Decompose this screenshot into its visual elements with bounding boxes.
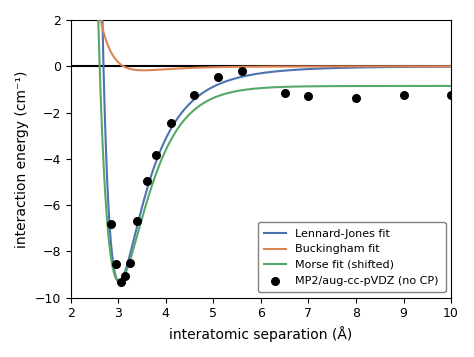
MP2/aug-cc-pVDZ (no CP) bbox=[153, 152, 160, 158]
Lennard-Jones fit bbox=[438, 65, 444, 69]
Buckingham fit bbox=[438, 64, 444, 69]
Lennard-Jones fit bbox=[374, 65, 379, 69]
MP2/aug-cc-pVDZ (no CP) bbox=[305, 94, 312, 99]
Morse fit (shifted) bbox=[95, 16, 101, 21]
MP2/aug-cc-pVDZ (no CP) bbox=[214, 74, 222, 80]
Morse fit (shifted) bbox=[374, 84, 379, 88]
Lennard-Jones fit bbox=[448, 65, 454, 69]
Line: Buckingham fit: Buckingham fit bbox=[98, 9, 451, 70]
MP2/aug-cc-pVDZ (no CP) bbox=[121, 273, 129, 278]
Morse fit (shifted) bbox=[438, 84, 444, 88]
Buckingham fit bbox=[448, 64, 454, 69]
MP2/aug-cc-pVDZ (no CP) bbox=[167, 120, 174, 126]
Line: Lennard-Jones fit: Lennard-Jones fit bbox=[98, 9, 451, 282]
MP2/aug-cc-pVDZ (no CP) bbox=[134, 218, 141, 224]
Buckingham fit bbox=[141, 68, 146, 72]
MP2/aug-cc-pVDZ (no CP) bbox=[281, 90, 288, 96]
MP2/aug-cc-pVDZ (no CP) bbox=[117, 279, 124, 285]
MP2/aug-cc-pVDZ (no CP) bbox=[352, 95, 360, 100]
X-axis label: interatomic separation (Å): interatomic separation (Å) bbox=[169, 326, 353, 342]
Buckingham fit bbox=[438, 64, 444, 69]
Morse fit (shifted) bbox=[438, 84, 444, 88]
MP2/aug-cc-pVDZ (no CP) bbox=[126, 260, 134, 266]
Buckingham fit bbox=[258, 65, 264, 69]
Line: Morse fit (shifted): Morse fit (shifted) bbox=[98, 19, 451, 282]
Morse fit (shifted) bbox=[117, 280, 122, 284]
Lennard-Jones fit bbox=[117, 280, 122, 284]
Y-axis label: interaction energy (cm⁻¹): interaction energy (cm⁻¹) bbox=[15, 70, 29, 247]
Morse fit (shifted) bbox=[448, 84, 454, 88]
MP2/aug-cc-pVDZ (no CP) bbox=[447, 92, 455, 98]
Buckingham fit bbox=[95, 6, 101, 11]
Buckingham fit bbox=[113, 58, 119, 62]
Legend: Lennard-Jones fit, Buckingham fit, Morse fit (shifted), MP2/aug-cc-pVDZ (no CP): Lennard-Jones fit, Buckingham fit, Morse… bbox=[257, 222, 446, 292]
Lennard-Jones fit bbox=[95, 6, 101, 11]
MP2/aug-cc-pVDZ (no CP) bbox=[400, 92, 407, 98]
MP2/aug-cc-pVDZ (no CP) bbox=[112, 261, 119, 267]
Lennard-Jones fit bbox=[267, 70, 273, 74]
Lennard-Jones fit bbox=[438, 65, 444, 69]
Buckingham fit bbox=[374, 64, 379, 69]
Morse fit (shifted) bbox=[113, 277, 119, 281]
Morse fit (shifted) bbox=[267, 85, 273, 90]
Morse fit (shifted) bbox=[258, 86, 264, 90]
Lennard-Jones fit bbox=[258, 71, 264, 75]
Buckingham fit bbox=[267, 64, 273, 69]
MP2/aug-cc-pVDZ (no CP) bbox=[238, 69, 246, 74]
MP2/aug-cc-pVDZ (no CP) bbox=[191, 92, 198, 98]
MP2/aug-cc-pVDZ (no CP) bbox=[107, 221, 115, 227]
MP2/aug-cc-pVDZ (no CP) bbox=[143, 178, 151, 184]
Lennard-Jones fit bbox=[113, 276, 119, 280]
